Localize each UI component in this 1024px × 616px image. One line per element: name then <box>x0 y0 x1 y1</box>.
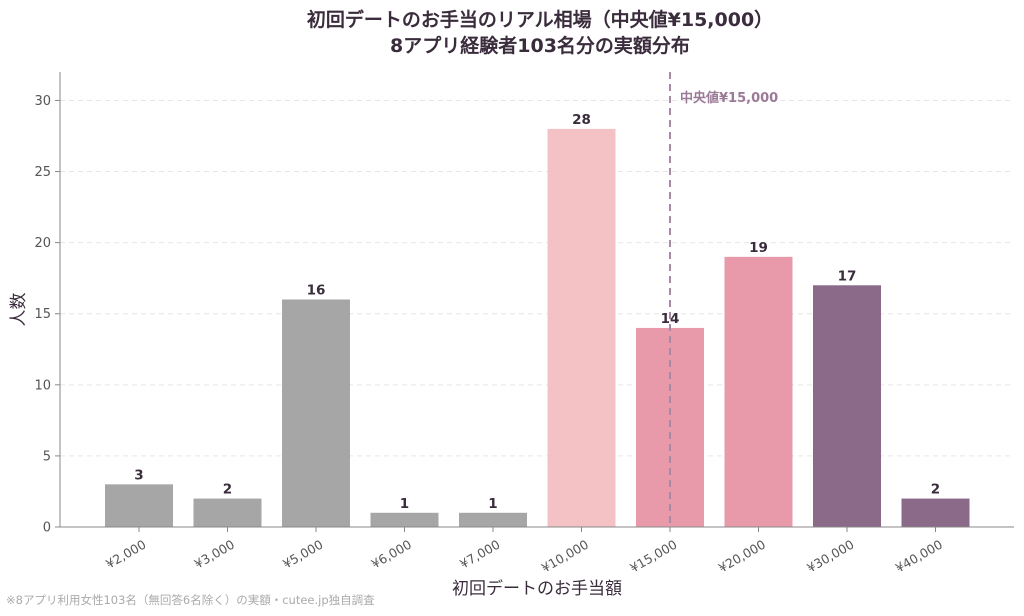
y-tick-label: 25 <box>34 165 51 180</box>
x-tick-label: ¥6,000 <box>369 537 414 572</box>
x-tick-label: ¥5,000 <box>280 537 325 572</box>
y-tick-label: 10 <box>34 378 51 393</box>
footnote: ※8アプリ利用女性103名（無回答6名除く）の実額・cutee.jp独自調査 <box>6 593 375 607</box>
bar-10 <box>901 498 970 527</box>
bar-5 <box>459 512 527 527</box>
y-axis-label: 人数 <box>9 293 29 327</box>
bar-2 <box>193 498 262 527</box>
y-axis-ticks: 0 5 10 15 20 25 30 <box>34 94 60 536</box>
median-label: 中央値¥15,000 <box>680 90 778 106</box>
y-tick-label: 5 <box>43 449 51 464</box>
bar-value-label: 16 <box>307 283 326 299</box>
x-tick-label: ¥2,000 <box>103 537 148 572</box>
bars <box>105 128 970 527</box>
bar-value-label: 17 <box>838 268 857 284</box>
x-axis-ticks: ¥2,000 ¥3,000 ¥5,000 ¥6,000 ¥7,000 ¥10,000 ¥15… <box>103 527 945 575</box>
bar-value-label: 2 <box>223 482 232 498</box>
bar-value-label: 19 <box>749 240 768 256</box>
y-tick-label: 0 <box>43 521 51 536</box>
bar-value-label: 3 <box>134 467 143 483</box>
chart-subtitle: 8アプリ経験者103名分の実額分布 <box>390 34 690 57</box>
bar-value-label: 2 <box>931 482 940 498</box>
bar-9 <box>813 285 881 527</box>
bar-3 <box>282 299 350 527</box>
bar-4 <box>370 512 439 527</box>
value-labels: 321611281419172 <box>134 112 940 512</box>
x-tick-label: ¥10,000 <box>539 537 591 576</box>
x-tick-label: ¥15,000 <box>627 537 679 576</box>
y-tick-label: 15 <box>34 307 51 322</box>
x-tick-label: ¥40,000 <box>893 537 945 576</box>
bar-value-label: 1 <box>488 496 497 512</box>
bar-value-label: 1 <box>400 496 409 512</box>
x-tick-label: ¥3,000 <box>192 537 237 572</box>
y-tick-label: 30 <box>34 94 51 109</box>
bar-8 <box>724 256 793 527</box>
x-tick-label: ¥20,000 <box>716 537 768 576</box>
x-tick-label: ¥30,000 <box>804 537 856 576</box>
bar-6 <box>547 128 616 527</box>
y-tick-label: 20 <box>34 236 51 251</box>
bar-value-label: 28 <box>572 112 591 128</box>
chart-title: 初回デートのお手当のリアル相場（中央値¥15,000） <box>307 8 773 31</box>
x-tick-label: ¥7,000 <box>457 537 502 572</box>
x-axis-label: 初回デートのお手当額 <box>452 578 622 599</box>
bar-1 <box>105 484 173 527</box>
